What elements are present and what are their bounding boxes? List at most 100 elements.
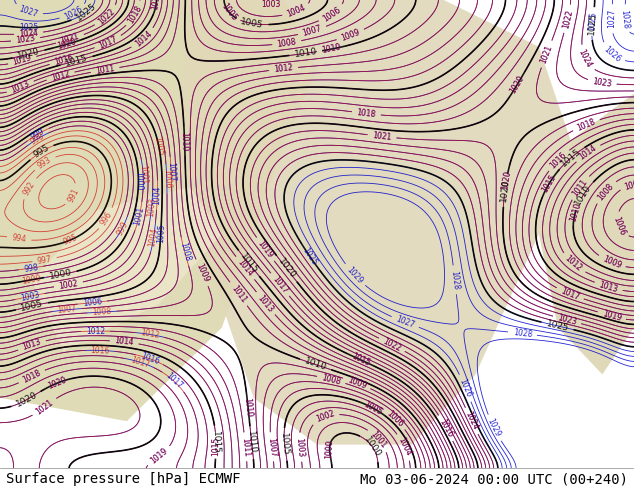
Text: 1004: 1004: [396, 436, 413, 458]
Text: 999: 999: [115, 220, 130, 237]
Text: 1019: 1019: [12, 53, 33, 67]
Text: 1001: 1001: [369, 430, 388, 450]
Text: 1021: 1021: [539, 44, 554, 65]
Text: 1008: 1008: [595, 181, 615, 202]
Text: 1012: 1012: [563, 254, 584, 273]
Text: 991: 991: [66, 187, 81, 204]
Text: 1015: 1015: [212, 437, 221, 457]
Text: 1002: 1002: [58, 278, 79, 291]
Text: 1006: 1006: [82, 297, 103, 308]
Text: 1000: 1000: [48, 268, 73, 281]
Text: 1011: 1011: [571, 177, 589, 198]
Text: 1003: 1003: [19, 290, 40, 303]
Text: 1027: 1027: [607, 9, 616, 28]
Text: 1013: 1013: [10, 79, 31, 95]
Text: 1025: 1025: [587, 11, 598, 31]
Text: 1026: 1026: [602, 45, 623, 64]
Text: 1006: 1006: [321, 5, 342, 23]
Text: 1020: 1020: [16, 47, 41, 61]
Text: 1005: 1005: [240, 17, 264, 30]
Text: 1005: 1005: [219, 1, 238, 22]
Text: 1010: 1010: [294, 47, 318, 59]
Text: 1007: 1007: [623, 178, 634, 192]
Text: 1014: 1014: [133, 29, 153, 49]
Text: 1005: 1005: [152, 135, 165, 156]
Text: 1016: 1016: [53, 53, 74, 67]
Text: 1003: 1003: [261, 0, 280, 9]
Text: 1012: 1012: [563, 254, 584, 273]
Text: 998: 998: [23, 263, 39, 273]
Polygon shape: [32, 187, 222, 351]
Text: 1025: 1025: [301, 246, 319, 267]
Text: 1016: 1016: [90, 345, 110, 355]
Text: 1013: 1013: [22, 338, 42, 352]
Text: 1014: 1014: [114, 337, 134, 347]
Text: 1006: 1006: [162, 169, 172, 189]
Text: 1002: 1002: [58, 278, 79, 291]
Text: 1020: 1020: [508, 74, 526, 95]
Text: 1007: 1007: [57, 304, 77, 315]
Text: 1023: 1023: [15, 34, 36, 46]
Text: 1025: 1025: [74, 2, 98, 23]
Text: 1019: 1019: [149, 447, 169, 466]
Text: 1007: 1007: [166, 162, 176, 182]
Text: 995: 995: [32, 144, 51, 160]
Text: 1009: 1009: [340, 27, 361, 43]
Text: 1015: 1015: [238, 252, 259, 275]
Text: 1007: 1007: [266, 437, 277, 457]
Text: 1001: 1001: [138, 164, 148, 184]
Text: 1018: 1018: [21, 368, 42, 385]
Text: 1016: 1016: [139, 351, 160, 367]
Text: 1016: 1016: [437, 417, 455, 439]
Text: 1017: 1017: [559, 286, 581, 302]
Text: 1009: 1009: [346, 375, 368, 391]
Text: 1020: 1020: [47, 375, 68, 391]
Text: 994: 994: [11, 233, 27, 245]
Text: 1007: 1007: [302, 24, 323, 38]
Text: 1005: 1005: [362, 399, 384, 416]
Text: 1006: 1006: [385, 409, 405, 429]
Text: 1004: 1004: [148, 227, 160, 248]
Text: 1027: 1027: [18, 4, 39, 19]
Text: 1014: 1014: [578, 144, 598, 162]
Text: 1011: 1011: [95, 64, 115, 76]
Text: 1008: 1008: [178, 241, 191, 262]
Text: 1015: 1015: [540, 173, 558, 194]
Text: 1020: 1020: [14, 391, 39, 409]
Text: 1010: 1010: [179, 131, 190, 151]
Text: 1021: 1021: [60, 32, 81, 47]
Text: 1001: 1001: [369, 430, 388, 450]
Text: 999: 999: [29, 126, 46, 142]
Text: 1010: 1010: [569, 201, 583, 222]
Text: 1019: 1019: [256, 239, 275, 260]
Text: 1024: 1024: [577, 48, 593, 70]
Text: 1029: 1029: [486, 417, 502, 439]
Text: 1021: 1021: [60, 32, 81, 47]
Text: 1020: 1020: [56, 37, 77, 51]
Text: 1011: 1011: [240, 437, 251, 457]
Text: 1012: 1012: [273, 63, 294, 74]
Text: 1021: 1021: [372, 131, 392, 142]
Text: 998: 998: [29, 131, 46, 147]
Text: 1013: 1013: [256, 293, 275, 314]
Text: 1020: 1020: [500, 170, 513, 190]
Text: 1021: 1021: [34, 397, 55, 416]
Polygon shape: [0, 0, 317, 421]
Text: 1008: 1008: [595, 181, 615, 202]
Text: 1007: 1007: [302, 24, 323, 38]
Text: 1023: 1023: [557, 313, 578, 327]
Text: 1028: 1028: [619, 9, 630, 29]
Text: 1022: 1022: [381, 336, 403, 353]
Text: 1015: 1015: [212, 437, 221, 457]
Text: 1009: 1009: [346, 375, 368, 391]
Text: 1025: 1025: [19, 23, 38, 32]
Text: 1015: 1015: [64, 53, 89, 68]
Text: 1020: 1020: [47, 375, 68, 391]
Text: 1008: 1008: [276, 37, 297, 49]
Text: 1005: 1005: [279, 433, 290, 456]
Polygon shape: [539, 94, 634, 374]
Text: 1006: 1006: [321, 5, 342, 23]
Text: 1008: 1008: [276, 37, 297, 49]
Text: 1000: 1000: [21, 274, 41, 286]
Text: 1018: 1018: [356, 108, 377, 119]
